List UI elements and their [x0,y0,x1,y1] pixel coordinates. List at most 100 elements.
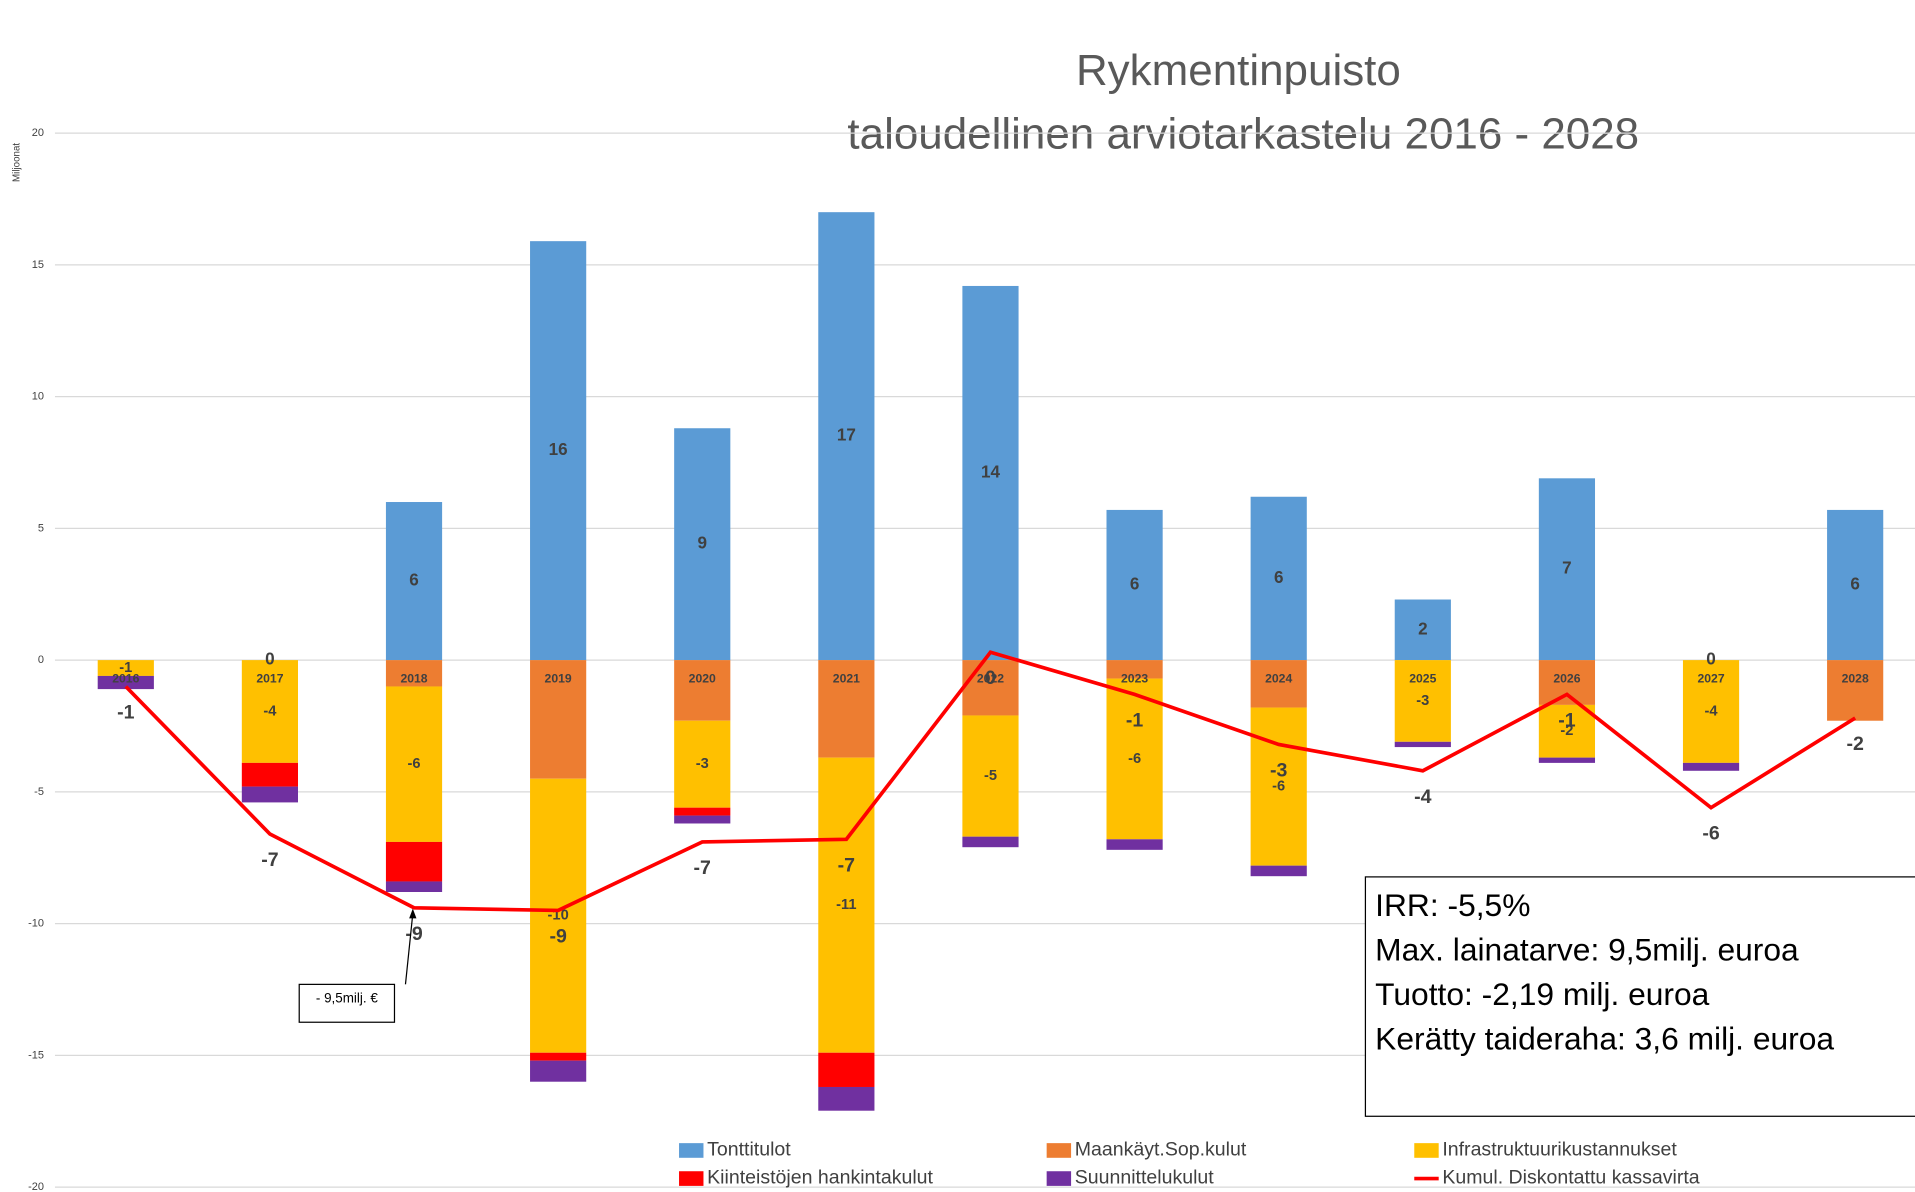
y-axis-label: Miljoonat [12,143,23,182]
bar-segment [674,720,731,808]
line-label: -1 [1126,709,1144,731]
data-label: -5 [984,768,997,784]
data-label: -11 [836,897,856,913]
x-tick-label: 2027 [1697,671,1724,685]
bar-segment [1394,741,1451,748]
y-tick-label: -5 [34,786,44,798]
annotation-box [298,983,396,1023]
legend-label: Infrastruktuurikustannukset [1442,1139,1677,1161]
x-tick-label: 2026 [1553,671,1580,685]
info-box [1364,876,1915,1117]
info-line: Max. lainatarve: 9,5milj. euroa [1375,931,1799,967]
data-label: -6 [1272,778,1285,794]
bar-segment [241,660,298,763]
bar-segment [1827,660,1884,721]
data-label: -6 [1128,751,1141,767]
bar-segment [1394,660,1451,742]
bar-segment [818,212,875,661]
y-tick-label: -15 [28,1049,44,1061]
line-label: -4 [1414,786,1432,808]
legend-swatch [1046,1143,1072,1158]
bar-segment [962,285,1019,661]
bar-segment [1682,762,1740,771]
info-line: Tuotto: -2,19 milj. euroa [1375,976,1709,1012]
bar-segment [1106,839,1163,850]
line-label: -1 [117,701,135,723]
bar-segment [1538,478,1596,661]
bar-segment [530,660,587,779]
line-label: -9 [405,923,423,945]
bar-segment [818,1052,875,1087]
annotation: - 9,5milj. € [316,991,378,1006]
chart-title: Rykmentinpuisto [1076,46,1401,95]
line-label: -9 [549,925,567,947]
x-tick-label: 2020 [689,671,716,685]
bar-segment [385,881,443,892]
x-tick-label: 2024 [1265,671,1292,685]
x-tick-label: 2028 [1842,671,1869,685]
bar-segment [1538,757,1596,763]
bar-segment [674,660,731,721]
bar-segment [97,675,154,690]
info-line: Kerätty taideraha: 3,6 milj. euroa [1375,1021,1834,1057]
bar-segment [962,660,1019,716]
bar-segment [818,1086,875,1111]
info-line: IRR: -5,5% [1375,887,1530,923]
data-label: 14 [981,463,1000,482]
bar-segment [385,686,443,842]
bar-segment [385,502,443,661]
bar-segment [1538,704,1596,758]
bar-segment [1250,865,1307,877]
bar-segment [385,660,443,687]
line-label: -7 [838,854,855,876]
line-label: -7 [694,857,711,879]
data-label: 6 [409,571,419,590]
line-label: -7 [261,849,278,871]
bar-segment [1394,599,1451,661]
legend-label: Tonttitulot [707,1139,791,1161]
bar-segment [530,1060,587,1082]
chart-subtitle: taloudellinen arviotarkastelu 2016 - 202… [847,109,1639,158]
x-tick-label: 2025 [1409,671,1436,685]
data-label: 7 [1562,559,1572,578]
data-label: 6 [1274,568,1284,587]
bar-segment [241,786,298,803]
bar-segment [674,807,731,816]
bar-segment [530,778,587,1053]
y-tick-label: -20 [28,1181,44,1192]
line-label: 0 [985,667,996,689]
x-tick-label: 2023 [1121,671,1148,685]
bar-segment [1538,660,1596,705]
data-label: 17 [837,426,856,445]
bar-segment [530,1052,587,1061]
x-tick-label: 2016 [112,671,139,685]
bar-segment [818,660,875,758]
bar-segment [674,428,731,661]
legend-label: Kiinteistöjen hankintakulut [707,1167,933,1189]
data-label: -3 [696,756,709,772]
info-lines: IRR: -5,5% Max. lainatarve: 9,5milj. euro… [1375,887,1834,1057]
legend: Tonttitulot Maankäyt.Sop.kulut Infrastrukt… [679,1139,1700,1189]
arrow-head [409,908,417,919]
x-tick-label: 2017 [256,671,283,685]
line-label: -3 [1270,759,1288,781]
bar-segment [962,715,1019,837]
x-tick-label: 2021 [833,671,860,685]
bar-segment [241,762,298,787]
bar-segment [1106,509,1163,661]
data-label: 0 [1706,650,1716,669]
data-label: 2 [1418,619,1428,638]
data-label: -2 [1560,723,1573,739]
bar-segment [530,241,587,661]
bar-segment [674,815,731,824]
y-tick-label: 0 [38,654,44,666]
data-label: -4 [263,703,277,719]
legend-label: Maankäyt.Sop.kulut [1075,1139,1247,1161]
y-tick-label: 10 [32,391,44,403]
x-tick-label: 2018 [400,671,427,685]
legend-swatch [679,1143,704,1158]
legend-label: Kumul. Diskontattu kassavirta [1442,1167,1699,1189]
bar-segment [962,836,1019,848]
